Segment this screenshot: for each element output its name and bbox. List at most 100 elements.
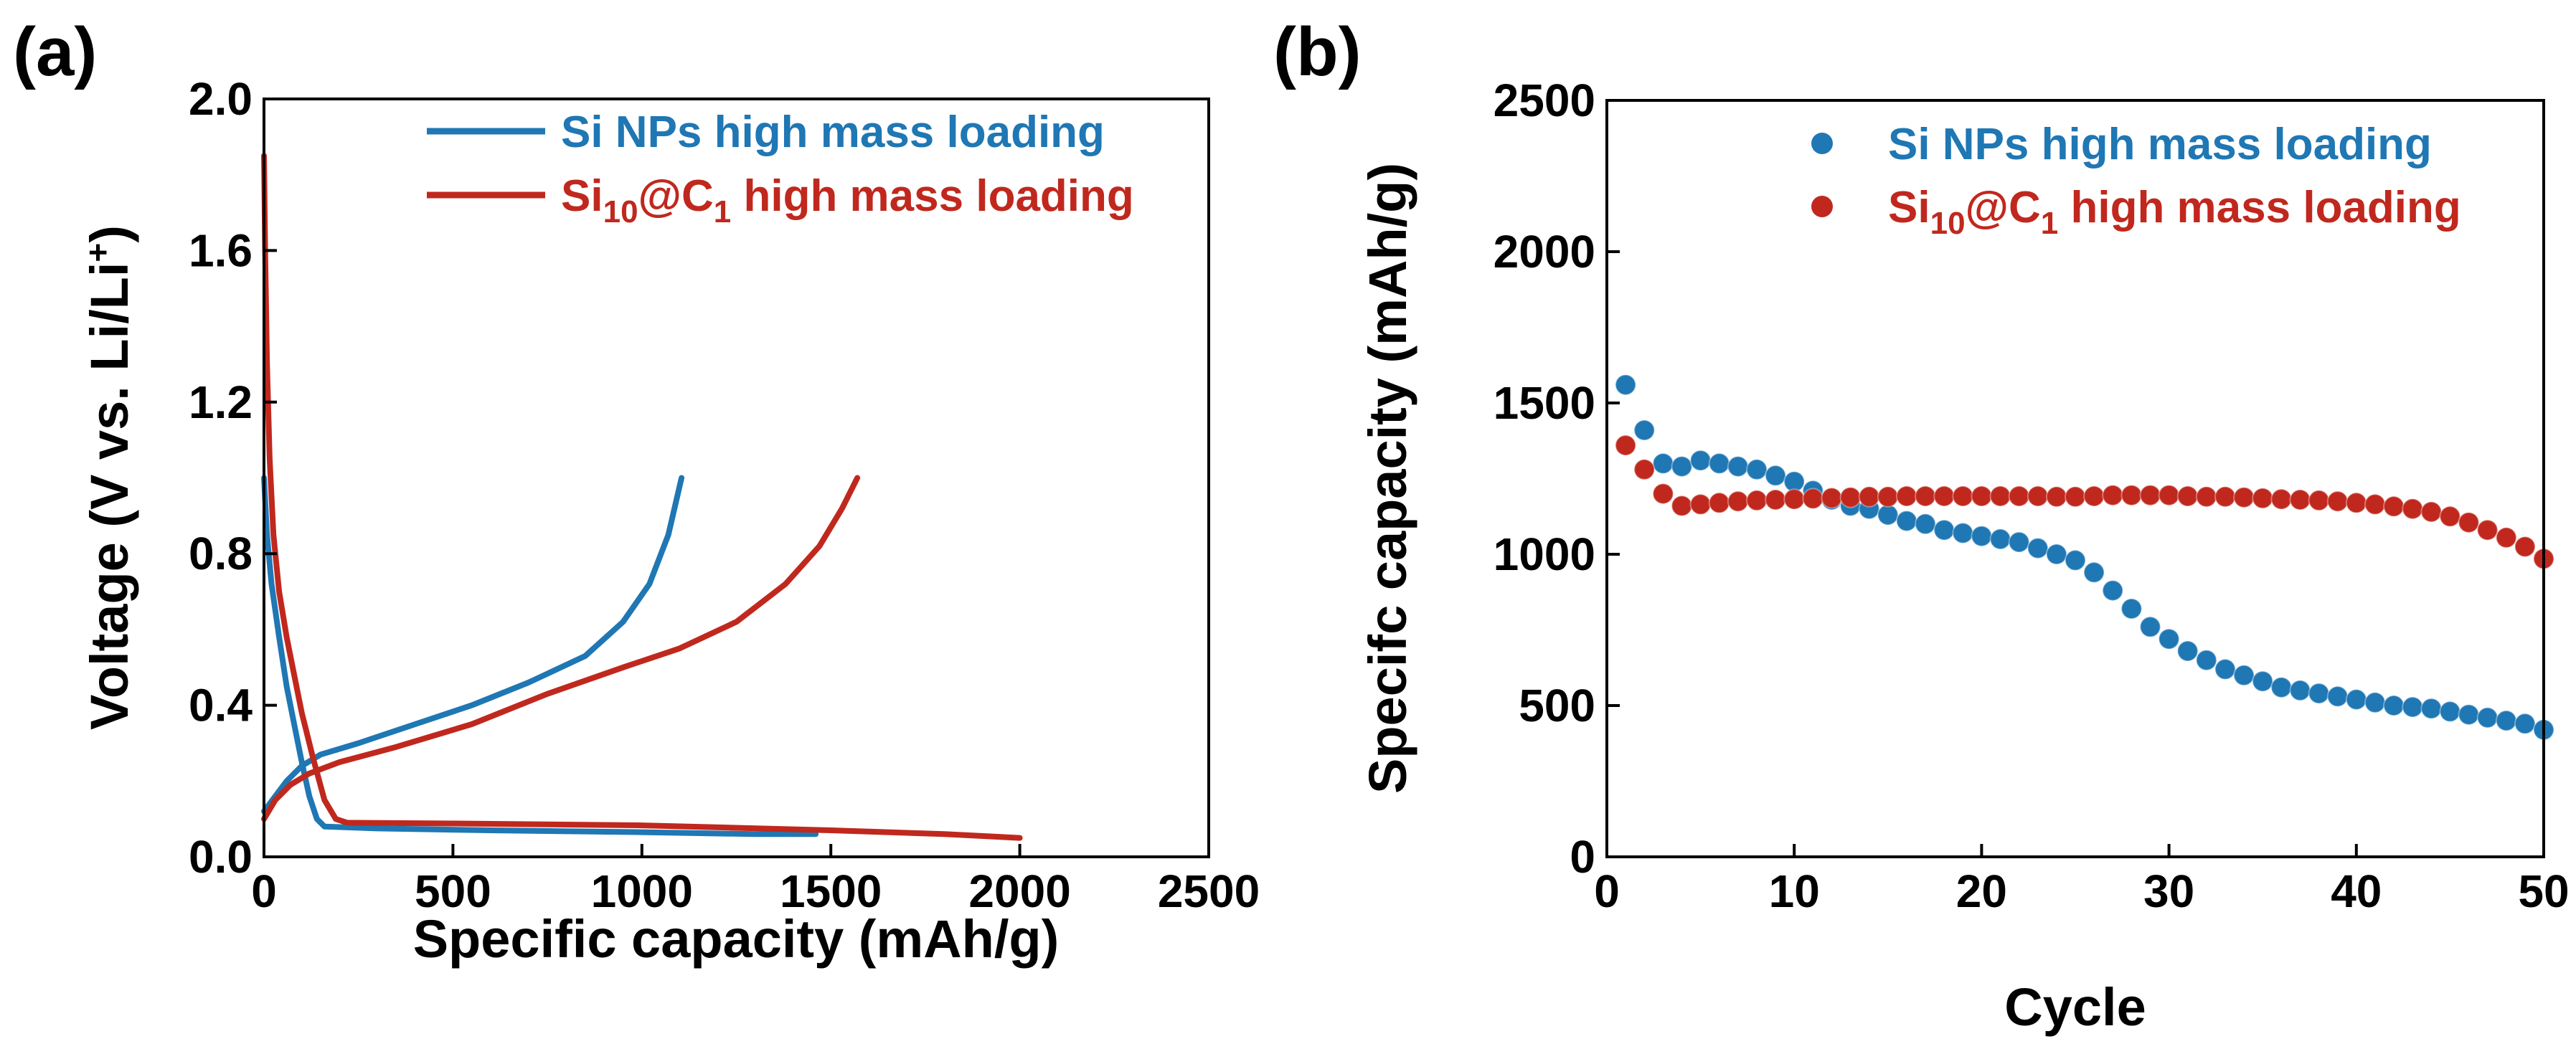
panel-a-x-tick-label: 1000 xyxy=(591,865,693,917)
panel-b-series-0-point xyxy=(2176,640,2199,662)
panel-b-series-1-point xyxy=(2120,484,2143,506)
panel-b-series-1-point xyxy=(2214,485,2236,508)
panel-b-x-ticks: 0 10 20 30 40 50 xyxy=(1594,844,2570,917)
panel-b-series-0-point xyxy=(2326,685,2349,708)
panel-b-y-tick-label: 1500 xyxy=(1494,377,1595,429)
panel-b-legend: Si NPs high mass loading Si10@C1 high ma… xyxy=(1811,120,2461,241)
panel-b-series-1-point xyxy=(2308,489,2330,511)
panel-b-series-1-point xyxy=(2270,488,2293,511)
panel-b-y-ticks: 0 500 1000 1500 2000 2500 xyxy=(1494,75,1620,883)
panel-a-legend-label-si10c1: Si10@C1 high mass loading xyxy=(561,171,1134,229)
panel-b-series-1-point xyxy=(1765,489,1787,511)
panel-b-series-1-point xyxy=(2476,519,2499,541)
panel-b-series-1-point xyxy=(2420,500,2443,523)
panel-b-x-tick-label: 40 xyxy=(2331,865,2382,917)
panel-b-series-1-point xyxy=(1727,490,1749,513)
panel-b-label: (b) xyxy=(1273,14,1362,90)
panel-b-series-0-point xyxy=(1971,525,1993,547)
panel-b-x-tick-label: 50 xyxy=(2518,865,2569,917)
panel-b-y-tick-label: 500 xyxy=(1519,680,1595,731)
panel-b-series-0-point xyxy=(1933,519,1955,541)
panel-b-series-1-point xyxy=(2514,536,2536,558)
panel-b-series-1-point xyxy=(2045,485,2067,508)
panel-b-series-1-point xyxy=(2008,485,2030,507)
panel-b-series-0-point xyxy=(2008,531,2030,554)
panel-b-y-tick-label: 2500 xyxy=(1494,75,1595,126)
panel-a-y-tick-label: 2.0 xyxy=(189,73,253,125)
panel-b-series-1-point xyxy=(1746,489,1768,511)
panel-a-y-tick-label: 0.4 xyxy=(189,680,253,731)
panel-b-y-axis-title: Specifc capacity (mAh/g) xyxy=(1358,163,1417,794)
panel-a-x-tick-label: 1500 xyxy=(780,865,882,917)
panel-a-x-tick-label: 2500 xyxy=(1158,865,1260,917)
panel-b-series-0-point xyxy=(2195,649,2217,671)
panel-b-series-1-point xyxy=(1989,485,2011,507)
panel-a-x-tick-label: 0 xyxy=(251,865,277,917)
panel-b-series-1-point xyxy=(1652,483,1674,505)
panel-b-series-0-point xyxy=(1615,374,1637,396)
panel-b-series-1-point xyxy=(2102,484,2124,506)
panel-b-x-tick-label: 20 xyxy=(1956,865,2007,917)
panel-b-series-0-point xyxy=(2383,695,2405,716)
panel-a-y-tick-label: 0.0 xyxy=(189,831,253,883)
panel-b-series-0-point xyxy=(2289,679,2311,701)
panel-b-series-1-point xyxy=(1895,485,1917,507)
panel-a-legend-label-si-nps: Si NPs high mass loading xyxy=(561,108,1105,157)
panel-a-voltage-chart: (a) 0 500 1000 1500 2000 2500 0.0 0.4 0.8 1.2 1.6… xyxy=(13,14,1260,969)
panel-b-series-0-point xyxy=(2083,561,2105,584)
panel-b-y-tick-label: 2000 xyxy=(1494,226,1595,277)
panel-b-series-0-point xyxy=(2308,683,2330,705)
panel-b-series-0-point xyxy=(2158,628,2180,650)
panel-b-series-1-point xyxy=(1915,485,1936,507)
panel-b-series-1-point xyxy=(1952,485,1974,507)
panel-b-series-0-point xyxy=(2233,664,2255,686)
panel-b-y-tick-label: 1000 xyxy=(1494,528,1595,580)
panel-a-y-tick-label: 1.6 xyxy=(189,224,253,276)
panel-b-series-0-point xyxy=(2270,676,2293,698)
panel-b-series-0-point xyxy=(1671,455,1693,478)
panel-b-series-1-point xyxy=(2083,485,2105,507)
panel-a-series-1-charge-curve xyxy=(261,475,861,822)
panel-b-legend-label-si10c1: Si10@C1 high mass loading xyxy=(1888,183,2461,241)
panel-b-series-0-point xyxy=(1989,528,2011,550)
panel-b-cycling-chart: (b) 0 10 20 30 40 50 0 500 1000 1500 2000 2500 Cyc… xyxy=(1273,14,2570,1037)
panel-b-series-0-point xyxy=(2439,701,2461,723)
panel-a-y-axis-title: Voltage (V vs. Li/Li+) xyxy=(79,225,139,730)
panel-b-series-1-point xyxy=(1821,487,1843,509)
panel-a-x-tick-label: 2000 xyxy=(968,865,1070,917)
panel-b-series-1-point xyxy=(2252,487,2274,509)
panel-b-series-0-point xyxy=(2514,713,2536,735)
panel-b-legend-label-si-nps: Si NPs high mass loading xyxy=(1888,120,2432,169)
panel-a-x-ticks: 0 500 1000 1500 2000 2500 xyxy=(251,844,1260,917)
panel-b-series-0-point xyxy=(2214,658,2236,680)
panel-b-series-1-point xyxy=(1802,488,1824,510)
panel-a-label: (a) xyxy=(13,14,97,90)
panel-b-series-0-point xyxy=(1746,458,1768,480)
panel-b-series-1-point xyxy=(2439,505,2461,528)
panel-b-series-0-point xyxy=(1727,455,1749,478)
panel-b-series-0-point xyxy=(1708,452,1730,475)
panel-b-series-0-point xyxy=(2120,598,2143,620)
panel-b-series-0-point xyxy=(2402,696,2424,718)
panel-b-series-1-point xyxy=(1671,495,1693,517)
panel-b-series-1-point xyxy=(2233,486,2255,508)
panel-b-x-tick-label: 30 xyxy=(2143,865,2194,917)
panel-b-series-1-point xyxy=(2195,485,2217,508)
panel-b-series-0-point xyxy=(1895,510,1917,532)
panel-a-series-1-discharge-curve xyxy=(261,153,1023,841)
panel-b-series-0-point xyxy=(2476,706,2499,728)
panel-a-legend: Si NPs high mass loading Si10@C1 high ma… xyxy=(427,108,1134,229)
panel-b-series-1-point xyxy=(1933,485,1955,507)
panel-b-plot-area xyxy=(1615,374,2554,741)
panel-b-legend-marker-si-nps xyxy=(1811,133,1833,154)
panel-b-y-tick-label: 0 xyxy=(1570,831,1595,883)
panel-b-series-0-point xyxy=(2495,710,2517,732)
panel-b-series-1-point xyxy=(2345,492,2367,514)
panel-b-series-1-point xyxy=(2289,489,2311,511)
panel-b-series-1-point xyxy=(1839,486,1862,508)
panel-b-series-0-point xyxy=(1765,465,1787,487)
panel-b-series-0-point xyxy=(2345,688,2367,711)
panel-b-series-1-point xyxy=(2458,511,2480,533)
panel-a-series-0-charge-curve xyxy=(261,475,685,815)
